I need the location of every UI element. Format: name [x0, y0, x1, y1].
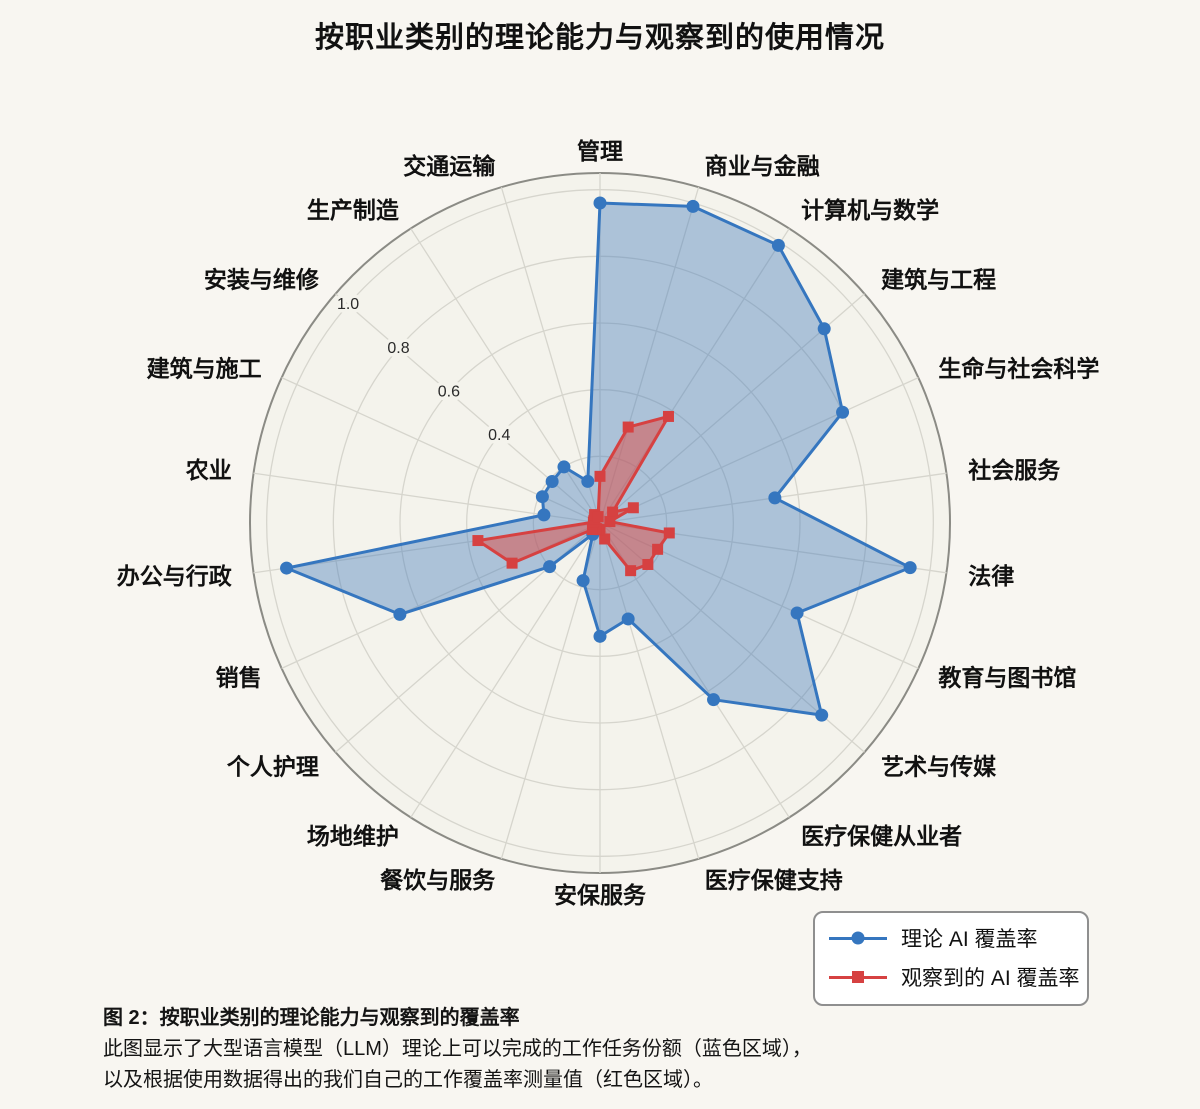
chart-title: 按职业类别的理论能力与观察到的使用情况 [314, 22, 885, 54]
caption-line: 以及根据使用数据得出的我们自己的工作覆盖率测量值（红色区域）。 [103, 1069, 713, 1091]
caption-line: 此图显示了大型语言模型（LLM）理论上可以完成的工作任务份额（蓝色区域）， [103, 1038, 812, 1060]
data-point-theoretical [790, 606, 804, 620]
data-point-theoretical [393, 607, 407, 621]
legend-item-theoretical: 理论 AI 覆盖率 [829, 923, 1073, 953]
data-point-observed [599, 533, 611, 545]
category-label: 交通运输 [403, 153, 496, 179]
data-point-theoretical [543, 560, 557, 574]
category-label: 医疗保健从业者 [801, 823, 962, 849]
data-point-observed [627, 502, 639, 514]
category-label: 法律 [968, 563, 1014, 589]
category-label: 生命与社会科学 [938, 355, 1099, 381]
data-point-observed [506, 557, 518, 569]
data-point-theoretical [557, 460, 571, 474]
r-tick-label: 1.0 [337, 296, 359, 313]
data-point-theoretical [537, 508, 551, 522]
r-tick-label: 0.6 [438, 384, 460, 401]
data-point-theoretical [535, 490, 549, 504]
data-point-theoretical [686, 199, 700, 213]
category-label: 管理 [577, 138, 623, 164]
radar-spoke [410, 522, 601, 818]
category-label: 艺术与传媒 [881, 754, 997, 780]
data-point-observed [622, 421, 634, 433]
category-label: 餐饮与服务 [380, 867, 496, 893]
category-label: 个人护理 [227, 754, 319, 780]
data-point-theoretical [593, 196, 607, 210]
category-label: 建筑与施工 [147, 355, 262, 381]
data-point-theoretical [576, 574, 590, 588]
data-point-observed [607, 506, 619, 518]
category-label: 建筑与工程 [881, 266, 996, 292]
category-label: 计算机与数学 [801, 197, 939, 223]
radar-spoke [410, 228, 601, 524]
data-point-observed [625, 565, 637, 577]
legend-label-theoretical: 理论 AI 覆盖率 [901, 928, 1038, 951]
category-label: 生产制造 [307, 197, 400, 223]
data-point-observed [472, 535, 484, 547]
data-point-theoretical [903, 561, 917, 575]
category-label: 农业 [185, 457, 232, 483]
legend-marker-blue-line [829, 931, 887, 945]
data-point-theoretical [707, 693, 721, 707]
data-point-observed [652, 543, 664, 555]
data-point-observed [594, 470, 606, 482]
data-point-theoretical [581, 474, 595, 488]
legend-box: 理论 AI 覆盖率 观察到的 AI 覆盖率 [813, 911, 1089, 1006]
category-label: 医疗保健支持 [705, 867, 843, 893]
category-label: 销售 [216, 665, 262, 691]
category-label: 安保服务 [554, 882, 647, 908]
data-point-observed [604, 516, 616, 528]
category-label: 商业与金融 [705, 153, 820, 179]
figure-caption: 图 2：按职业类别的理论能力与观察到的覆盖率 此图显示了大型语言模型（LLM）理… [103, 1003, 1160, 1096]
data-point-observed [662, 410, 674, 422]
radar-spoke [599, 377, 919, 524]
circle-marker-icon [851, 931, 865, 945]
square-marker-icon [852, 971, 864, 983]
data-point-theoretical [545, 475, 559, 489]
category-label: 社会服务 [968, 457, 1061, 483]
data-point-theoretical [836, 405, 850, 419]
data-point-theoretical [768, 491, 782, 505]
caption-title: 图 2：按职业类别的理论能力与观察到的覆盖率 [103, 1007, 520, 1029]
data-point-theoretical [815, 708, 829, 722]
r-tick-label: 0.8 [387, 340, 409, 357]
r-tick-label: 0.4 [488, 427, 510, 444]
radar-spoke [599, 522, 700, 860]
data-point-theoretical [621, 612, 635, 626]
data-point-observed [592, 511, 604, 523]
data-point-theoretical [280, 561, 294, 575]
legend-item-observed: 观察到的 AI 覆盖率 [829, 962, 1080, 992]
data-point-observed [663, 527, 675, 539]
category-label: 教育与图书馆 [938, 665, 1076, 691]
data-point-theoretical [817, 322, 831, 336]
legend-label-observed: 观察到的 AI 覆盖率 [901, 967, 1080, 990]
category-label: 办公与行政 [117, 563, 233, 589]
category-label: 场地维护 [307, 823, 399, 849]
data-point-theoretical [593, 629, 607, 643]
data-point-observed [586, 524, 598, 536]
category-label: 安装与维修 [204, 266, 320, 292]
data-point-theoretical [771, 238, 785, 252]
radar-spoke [500, 186, 601, 524]
legend-marker-red-line [829, 970, 887, 984]
data-point-observed [642, 558, 654, 570]
